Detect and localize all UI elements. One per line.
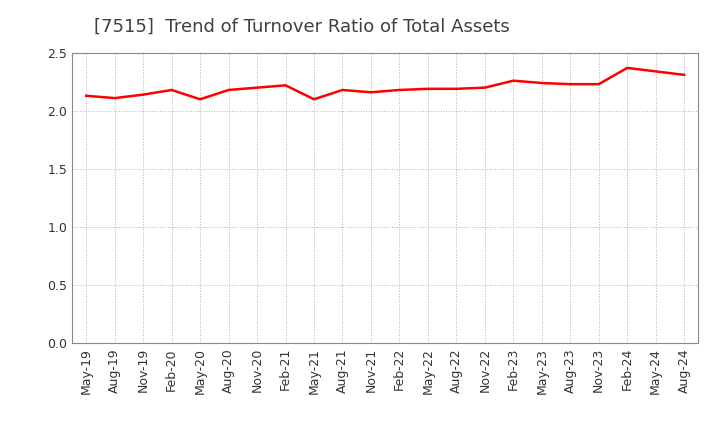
Text: [7515]  Trend of Turnover Ratio of Total Assets: [7515] Trend of Turnover Ratio of Total … xyxy=(94,18,509,36)
